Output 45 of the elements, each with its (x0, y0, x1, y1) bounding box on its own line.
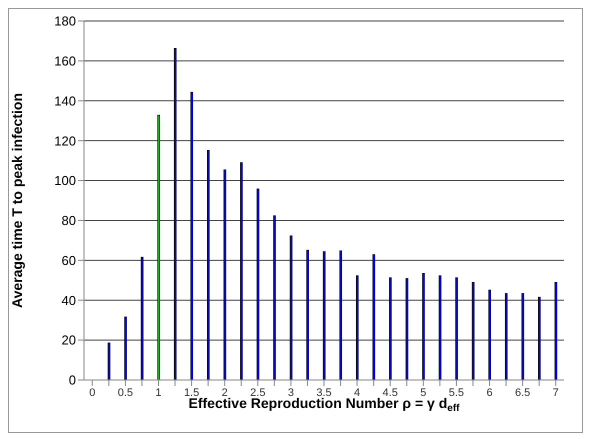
bar (256, 188, 260, 380)
x-tick-label: 1 (155, 386, 162, 399)
bar (521, 293, 524, 380)
y-tick-label: 140 (54, 93, 76, 108)
y-tick-label: 60 (62, 252, 76, 268)
bar (406, 278, 408, 380)
bar (207, 150, 210, 380)
bar (488, 290, 491, 380)
bar (438, 275, 442, 380)
bar (290, 236, 292, 380)
bar (140, 256, 144, 380)
bar (322, 251, 326, 380)
x-tick-label: 0 (89, 386, 96, 399)
bar (472, 282, 474, 380)
bar (174, 48, 177, 380)
bar (124, 316, 127, 380)
bar (504, 293, 508, 380)
y-axis-title: Average time T to peak infection (9, 93, 25, 308)
x-tick-label: 6.5 (514, 386, 530, 399)
bar (554, 282, 558, 380)
bar (389, 277, 392, 380)
bar (273, 215, 276, 380)
y-tick-label: 40 (62, 292, 76, 308)
bar (108, 342, 110, 380)
bar (372, 254, 376, 380)
y-tick-label: 100 (54, 173, 76, 188)
bar (224, 169, 226, 380)
bar (240, 162, 243, 380)
bar (356, 275, 359, 380)
y-tick-label: 120 (54, 133, 76, 148)
bar (422, 272, 425, 380)
bar (455, 277, 458, 380)
y-tick-label: 180 (54, 14, 76, 29)
y-tick-label: 80 (62, 213, 76, 228)
x-tick-label: 0.5 (118, 386, 134, 399)
y-tick-label: 20 (62, 332, 76, 348)
y-tick-label: 160 (54, 54, 76, 69)
x-tick-label: 6 (486, 386, 493, 399)
bar (157, 114, 160, 380)
x-tick-label: 7 (552, 386, 559, 399)
bar (339, 250, 342, 380)
bar (306, 250, 309, 380)
bar (190, 92, 194, 380)
bar (538, 296, 541, 380)
y-tick-label: 0 (68, 372, 76, 388)
